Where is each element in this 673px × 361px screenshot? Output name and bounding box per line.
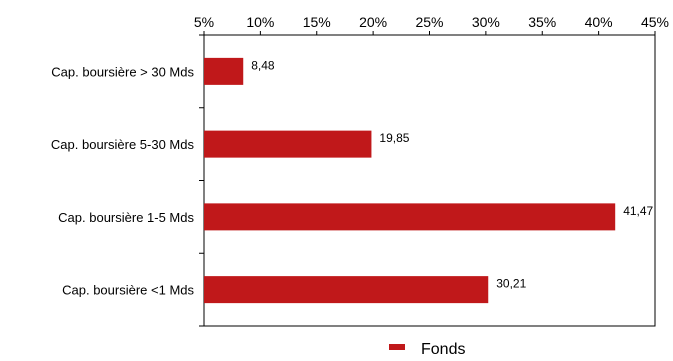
bar [204,57,244,85]
x-tick-label: 40% [585,14,613,30]
bar [204,130,372,158]
x-tick-label: 15% [303,14,331,30]
x-tick-label: 5% [194,14,214,30]
bar-value-label: 41,47 [623,204,653,218]
x-tick-label: 20% [359,14,387,30]
legend: Fonds [389,341,465,358]
x-axis: 5% 10% 15% 20% 25% 30% 35% 40% 45% [194,14,669,35]
category-label: Cap. boursière 1-5 Mds [58,210,194,225]
x-tick-label: 45% [641,14,669,30]
x-tick-label: 25% [415,14,443,30]
category-labels: Cap. boursière > 30 Mds Cap. boursière 5-… [51,64,195,297]
category-label: Cap. boursière > 30 Mds [51,64,194,79]
y-axis [199,34,204,327]
bar-value-label: 19,85 [379,131,409,145]
bar-value-label: 30,21 [496,277,526,291]
legend-swatch-fonds [389,344,405,350]
bar [204,203,616,231]
x-tick-label: 10% [246,14,274,30]
x-tick-label: 30% [472,14,500,30]
value-labels: 8,48 19,85 41,47 30,21 [251,58,653,290]
legend-label-fonds: Fonds [421,341,465,356]
x-tick-label: 35% [528,14,556,30]
category-label: Cap. boursière 5-30 Mds [51,137,195,152]
category-label: Cap. boursière <1 Mds [62,283,194,298]
bars [204,57,616,304]
bar-value-label: 8,48 [251,58,275,72]
bar [204,276,489,304]
